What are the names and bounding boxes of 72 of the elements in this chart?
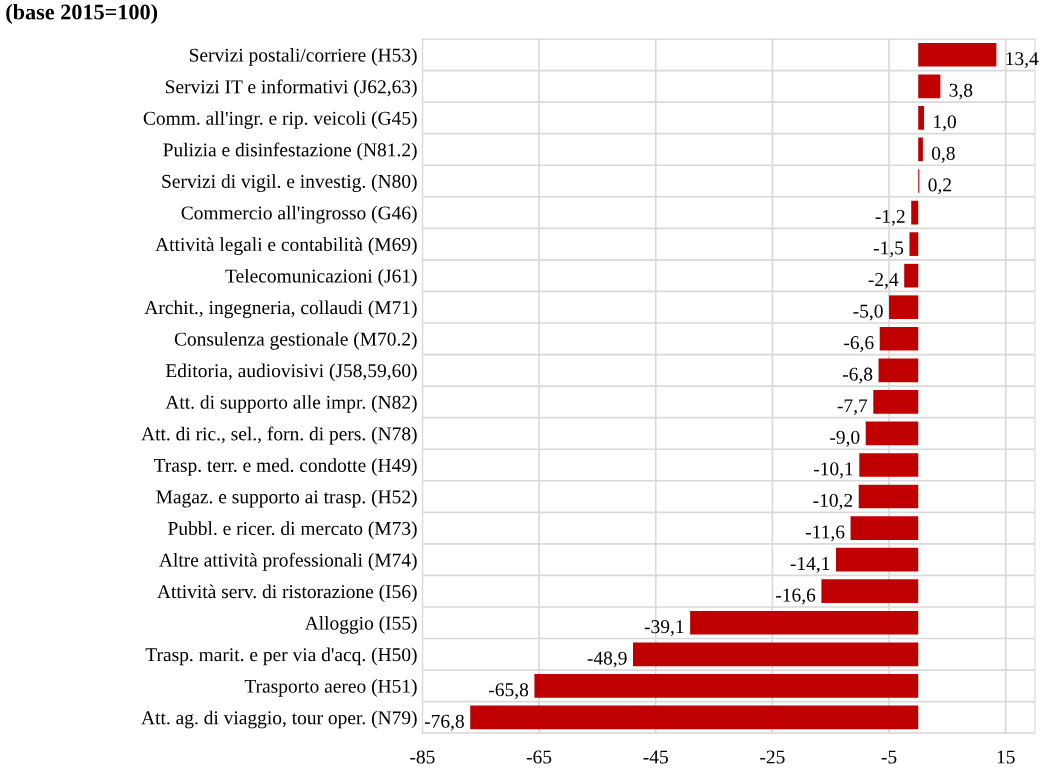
data-label: -5,0 — [853, 304, 883, 321]
data-label: -9,0 — [830, 430, 860, 447]
y-tick-label: Trasporto aereo (H51) — [244, 679, 417, 697]
y-tick-label: Attività legali e contabilità (M69) — [155, 237, 417, 256]
y-tick-label: Att. ag. di viaggio, tour oper. (N79) — [141, 710, 417, 729]
bar — [873, 390, 919, 414]
y-tick-label: Comm. all'ingr. e rip. veicoli (G45) — [143, 111, 417, 129]
y-tick-label: Attività serv. di ristorazione (I56) — [157, 584, 417, 603]
y-tick-label: Att. di ric., sel., forn. di pers. (N78) — [141, 426, 417, 445]
data-label: 0,8 — [931, 146, 955, 163]
data-label: 0,2 — [928, 178, 951, 195]
bar — [850, 516, 919, 540]
bar — [821, 579, 919, 604]
bar — [534, 674, 919, 698]
bar — [918, 106, 925, 130]
bar — [865, 421, 919, 446]
bar — [918, 74, 941, 99]
data-label: 1,0 — [934, 115, 956, 132]
bar — [879, 326, 919, 351]
text: (base 2015=100) — [6, 3, 158, 25]
y-tick-label: Consulenza gestionale (M70.2) — [174, 332, 417, 350]
data-label: -10,1 — [813, 462, 853, 479]
data-label: -16,6 — [776, 588, 816, 605]
bar — [911, 200, 919, 225]
y-tick-label: Att. di supporto alle impr. (N82) — [165, 395, 417, 413]
data-label: -14,1 — [790, 557, 830, 573]
y-tick-label: Servizi IT e informativi (J62,63) — [165, 79, 417, 98]
bar — [918, 42, 997, 67]
data-label: -1,2 — [875, 209, 905, 226]
y-tick-label: Servizi di vigil. e investig. (N80) — [162, 174, 417, 192]
y-tick-label: Commercio all'ingrosso (G46) — [181, 205, 417, 224]
y-tick-label: Archit., ingegneria, collaudi (M71) — [144, 300, 417, 319]
y-tick-label: Trasp. marit. e per via d'acq. (H50) — [145, 647, 417, 666]
bar — [632, 642, 919, 667]
bar — [859, 453, 919, 477]
data-label: -2,4 — [868, 273, 899, 289]
bar — [889, 295, 919, 320]
data-label: -7,7 — [837, 399, 868, 416]
bar — [909, 232, 919, 256]
y-tick-label: Editoria, audiovisivi (J58,59,60) — [165, 363, 417, 382]
data-label: -39,1 — [644, 620, 684, 636]
x-tick-label: -45 — [643, 750, 668, 764]
data-label: -6,8 — [842, 367, 873, 384]
x-tick-label: -5 — [881, 750, 897, 764]
data-label: -6,6 — [844, 336, 874, 352]
y-tick-label: Alloggio (I55) — [304, 616, 417, 634]
x-tick-label: 15 — [997, 750, 1015, 764]
bar — [858, 484, 919, 509]
y-tick-label: Pulizia e disinfestazione (N81.2) — [163, 142, 417, 161]
data-label: -76,8 — [424, 714, 464, 731]
y-tick-label: Trasp. terr. e med. condotte (H49) — [154, 458, 417, 476]
data-label: -11,6 — [805, 525, 845, 542]
bar — [918, 137, 923, 162]
y-tick-label: Magaz. e supporto ai trasp. (H52) — [156, 489, 417, 508]
data-label: -10,2 — [813, 493, 853, 510]
bar — [878, 358, 919, 383]
bar — [835, 547, 919, 572]
y-tick-label: Altre attività professionali (M74) — [159, 552, 417, 571]
bar — [904, 263, 919, 288]
x-tick-label: -65 — [526, 750, 552, 764]
data-label: -65,8 — [489, 683, 529, 700]
y-tick-label: Pubbl. e ricer. di mercato (M73) — [168, 521, 417, 539]
y-tick-label: Telecomunicazioni (J61) — [225, 268, 417, 287]
x-tick-label: -25 — [760, 750, 785, 764]
data-label: 3,8 — [949, 83, 973, 100]
bar — [470, 705, 919, 730]
data-label: -1,5 — [873, 241, 904, 258]
bar — [690, 610, 919, 635]
x-tick-label: -85 — [410, 750, 435, 764]
y-tick-label: Servizi postali/corriere (H53) — [189, 48, 417, 66]
data-label: 13,4 — [1006, 52, 1039, 68]
data-label: -48,9 — [587, 651, 627, 668]
